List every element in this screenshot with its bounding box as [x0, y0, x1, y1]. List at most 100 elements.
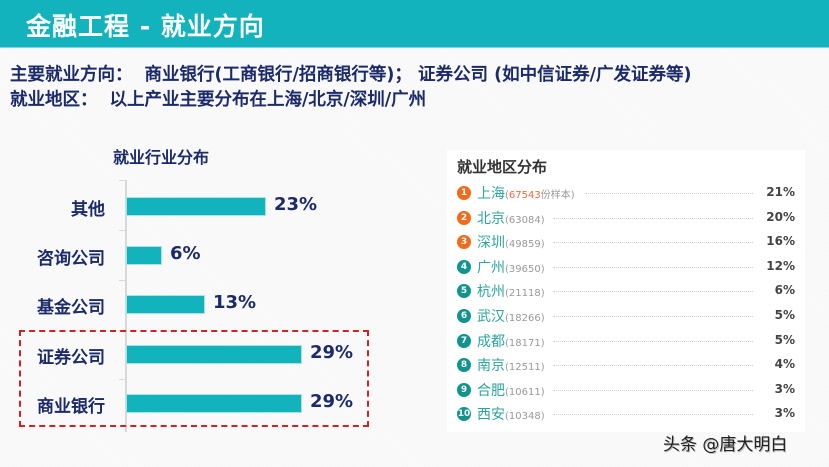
city-percent: 5%	[774, 332, 795, 347]
city-label: 杭州	[477, 284, 505, 301]
dotted-leader	[553, 291, 753, 293]
city-row: 2 北京(63084) 20%	[455, 207, 797, 229]
dotted-leader	[553, 365, 753, 367]
dotted-leader	[553, 414, 753, 416]
city-name: 杭州(21118)	[477, 284, 545, 301]
highlight-box	[19, 330, 369, 427]
bar-label: 咨询公司	[37, 249, 105, 269]
industry-chart-title: 就业行业分布	[113, 148, 210, 167]
direction-text: 商业银行(工商银行/招商银行等)； 证券公司 (如中信证券/广发证券等)	[144, 65, 692, 85]
city-percent: 12%	[766, 258, 795, 273]
city-row: 5 杭州(21118) 6%	[455, 280, 797, 302]
bar-value: 13%	[213, 292, 257, 313]
sample-count: 12511	[508, 362, 541, 374]
region-panel: 就业地区分布 1 上海(67543份样本) 21% 2 北京(63084) 20% 3 深圳(…	[447, 150, 805, 432]
bar-row: 咨询公司 6%	[0, 241, 400, 271]
city-percent: 6%	[774, 283, 795, 298]
bar	[126, 197, 266, 216]
city-name: 西安(10348)	[477, 407, 545, 424]
city-name: 南京(12511)	[477, 358, 545, 375]
sample-count: 49859	[508, 239, 541, 251]
city-row: 7 成都(18171) 5%	[455, 330, 797, 352]
header-bar: 金融工程 - 就业方向	[0, 0, 829, 48]
bar-value: 29%	[310, 391, 354, 412]
rank-badge-icon: 10	[457, 407, 471, 422]
sample-count: 67543	[508, 190, 541, 201]
city-name: 广州(39650)	[477, 259, 545, 276]
intro-text: 主要就业方向： 商业银行(工商银行/招商银行等)； 证券公司 (如中信证券/广发证…	[10, 63, 691, 113]
dotted-leader	[553, 242, 753, 244]
sample-count: 18266	[508, 313, 541, 324]
region-label: 就业地区：	[10, 90, 98, 110]
city-row: 3 深圳(49859) 16%	[455, 231, 797, 253]
region-text: 以上产业主要分布在上海/北京/深圳/广州	[109, 90, 427, 110]
city-row: 9 合肥(10611) 3%	[455, 379, 797, 401]
city-label: 西安	[477, 407, 505, 424]
city-percent: 20%	[766, 209, 795, 224]
rank-badge-icon: 2	[457, 210, 471, 225]
dotted-leader	[553, 266, 753, 268]
rank-badge-icon: 8	[457, 358, 471, 373]
bar-row: 商业银行 29%	[0, 389, 400, 419]
bar-value: 29%	[310, 342, 354, 363]
dotted-leader	[553, 389, 753, 391]
rank-badge-icon: 9	[457, 382, 471, 397]
city-label: 上海	[477, 186, 505, 202]
bar-value: 23%	[274, 194, 318, 215]
bar-value: 6%	[170, 243, 201, 264]
city-label: 成都	[477, 333, 505, 350]
city-name: 北京(63084)	[477, 210, 545, 227]
axis-tick	[119, 180, 126, 181]
city-percent: 21%	[766, 185, 795, 199]
dotted-leader	[553, 217, 753, 219]
city-name: 武汉(18266)	[477, 309, 545, 325]
city-percent: 4%	[774, 357, 795, 372]
city-percent: 3%	[774, 381, 795, 396]
bar-label: 证券公司	[37, 348, 105, 368]
direction-row: 主要就业方向： 商业银行(工商银行/招商银行等)； 证券公司 (如中信证券/广发证…	[10, 63, 691, 88]
dotted-leader	[553, 316, 753, 317]
city-name: 合肥(10611)	[477, 382, 545, 399]
city-row: 1 上海(67543份样本) 21%	[455, 182, 797, 204]
watermark: 头条 @唐大明白	[663, 435, 788, 455]
region-panel-title: 就业地区分布	[457, 158, 548, 176]
city-row: 6 武汉(18266) 5%	[455, 305, 797, 327]
city-percent: 3%	[774, 406, 795, 421]
city-label: 深圳	[477, 235, 505, 252]
sample-count: 10348	[508, 411, 541, 423]
region-row: 就业地区： 以上产业主要分布在上海/北京/深圳/广州	[10, 88, 691, 113]
city-name: 深圳(49859)	[477, 235, 545, 252]
dotted-leader	[585, 193, 753, 194]
bar-label: 商业银行	[37, 397, 105, 417]
rank-badge-icon: 4	[457, 259, 471, 274]
sample-count: 21118	[508, 288, 541, 300]
city-percent: 16%	[766, 234, 795, 249]
axis-tick	[119, 230, 126, 231]
bar	[126, 246, 162, 265]
rank-badge-icon: 5	[457, 284, 471, 299]
sample-suffix: 份样本	[540, 190, 571, 201]
direction-label: 主要就业方向：	[10, 65, 133, 85]
bar-row: 其他 23%	[0, 192, 400, 222]
city-percent: 5%	[774, 308, 795, 322]
bar-row: 证券公司 29%	[0, 340, 400, 370]
rank-badge-icon: 6	[457, 309, 471, 323]
city-row: 4 广州(39650) 12%	[455, 256, 797, 278]
rank-badge-icon: 3	[457, 235, 471, 250]
page-title: 金融工程 - 就业方向	[26, 12, 265, 41]
bar-label: 其他	[71, 200, 105, 220]
city-name: 成都(18171)	[477, 333, 545, 350]
rank-badge-icon: 1	[457, 186, 471, 200]
dotted-leader	[553, 340, 753, 342]
city-row: 10 西安(10348) 3%	[455, 403, 797, 425]
bar	[126, 345, 302, 364]
axis-tick	[119, 280, 126, 281]
city-label: 南京	[477, 358, 505, 375]
sample-count: 10611	[508, 386, 541, 398]
bar-label: 基金公司	[37, 298, 105, 318]
city-row: 8 南京(12511) 4%	[455, 354, 797, 376]
city-label: 北京	[477, 210, 505, 227]
bar	[126, 394, 302, 413]
rank-badge-icon: 7	[457, 333, 471, 348]
sample-count: 63084	[508, 214, 541, 226]
